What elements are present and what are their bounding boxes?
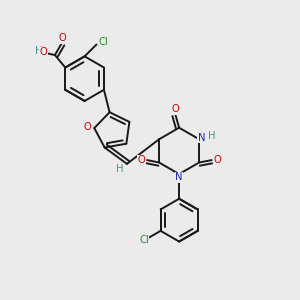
Text: H: H [208,131,215,141]
Text: O: O [84,122,92,132]
Text: Cl: Cl [98,37,108,47]
Text: H: H [34,46,42,56]
Text: O: O [172,104,179,114]
Text: N: N [176,172,183,182]
Text: O: O [40,47,47,57]
Text: N: N [198,133,205,143]
Text: O: O [214,155,221,165]
Text: O: O [137,155,145,165]
Text: Cl: Cl [139,236,149,245]
Text: O: O [58,33,66,43]
Text: H: H [116,164,123,174]
